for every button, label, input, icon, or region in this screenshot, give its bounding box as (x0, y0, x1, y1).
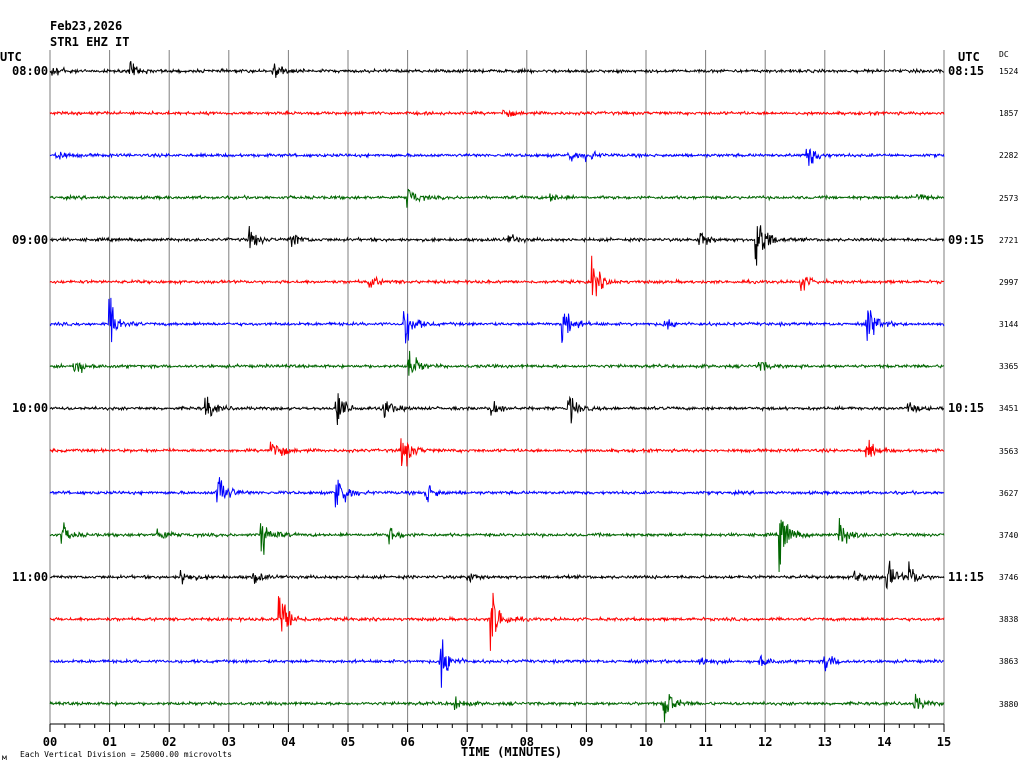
dc-value: 2282 (999, 151, 1019, 161)
time-axis: 00 01 02 03 04 05 06 07 08 09 10 11 12 13 14 15 (43, 724, 951, 749)
seismic-trace (49, 477, 945, 508)
dc-value: 3451 (999, 404, 1019, 414)
x-tick-label: 01 (102, 735, 116, 749)
dc-value: 3863 (999, 657, 1019, 667)
dc-value: 3740 (999, 530, 1019, 540)
time-grid (49, 50, 945, 725)
x-tick-label: 13 (818, 735, 832, 749)
x-tick-label: 09 (579, 735, 593, 749)
recording-date: Feb23,2026 (50, 19, 123, 33)
dc-value: 3746 (999, 573, 1019, 583)
station-channel: STR1 EHZ IT (50, 35, 130, 49)
x-tick-label: 11 (698, 735, 712, 749)
dc-label: DC (999, 50, 1009, 59)
seismic-trace (49, 438, 945, 467)
utc-label-right: UTC (958, 50, 980, 64)
dc-value: 2573 (999, 193, 1019, 203)
x-tick-label: 10 (639, 735, 653, 749)
x-tick-label: 05 (341, 735, 355, 749)
dc-value: 3144 (999, 320, 1019, 330)
scale-note: Each Vertical Division = 25000.00 microv… (20, 750, 232, 759)
x-tick-label: 06 (400, 735, 414, 749)
left-time-label: 08:00 (12, 64, 49, 78)
seismic-trace (49, 109, 945, 118)
right-time-label: 08:15 (948, 64, 985, 78)
x-tick-label: 15 (937, 735, 951, 749)
dc-value: 3365 (999, 362, 1019, 372)
left-time-label: 09:00 (12, 232, 49, 247)
seismic-trace (49, 350, 945, 376)
x-tick-label: 07 (460, 735, 474, 749)
x-tick-label: 12 (758, 735, 772, 749)
x-tick-label: 04 (281, 735, 295, 749)
x-tick-label: 02 (162, 735, 176, 749)
seismic-trace (49, 560, 945, 590)
seismic-trace (49, 188, 945, 208)
left-time-label: 11:00 (12, 570, 49, 585)
dc-value: 2997 (999, 277, 1019, 287)
dc-value: 3627 (999, 488, 1019, 498)
seismic-trace (49, 693, 945, 723)
right-time-label: 10:15 (948, 401, 985, 416)
seismic-trace (49, 592, 945, 651)
corner-mark: м (2, 753, 7, 762)
seismic-trace (49, 148, 945, 166)
seismic-trace (49, 517, 945, 573)
dc-value: 3563 (999, 446, 1019, 456)
right-time-label: 11:15 (948, 570, 985, 585)
dc-value: 1524 (999, 67, 1019, 76)
dc-value: 3880 (999, 699, 1019, 709)
seismic-trace (49, 225, 945, 266)
seismic-trace (49, 639, 945, 688)
x-tick-label: 14 (877, 735, 891, 749)
trace-group (49, 61, 945, 723)
dc-value: 3838 (999, 615, 1019, 625)
seismic-trace (49, 255, 945, 297)
x-tick-label: 08 (520, 735, 534, 749)
dc-value: 1857 (999, 109, 1019, 119)
dc-value: 2721 (999, 235, 1019, 245)
utc-label-left: UTC (0, 50, 22, 64)
seismic-trace (49, 61, 945, 78)
seismic-trace (49, 393, 945, 426)
left-time-label: 10:00 (12, 401, 49, 416)
x-tick-label: 00 (43, 735, 57, 749)
x-axis-title: TIME (MINUTES) (461, 745, 563, 759)
right-time-label: 09:15 (948, 232, 985, 247)
seismic-trace (49, 297, 945, 344)
x-tick-label: 03 (222, 735, 236, 749)
